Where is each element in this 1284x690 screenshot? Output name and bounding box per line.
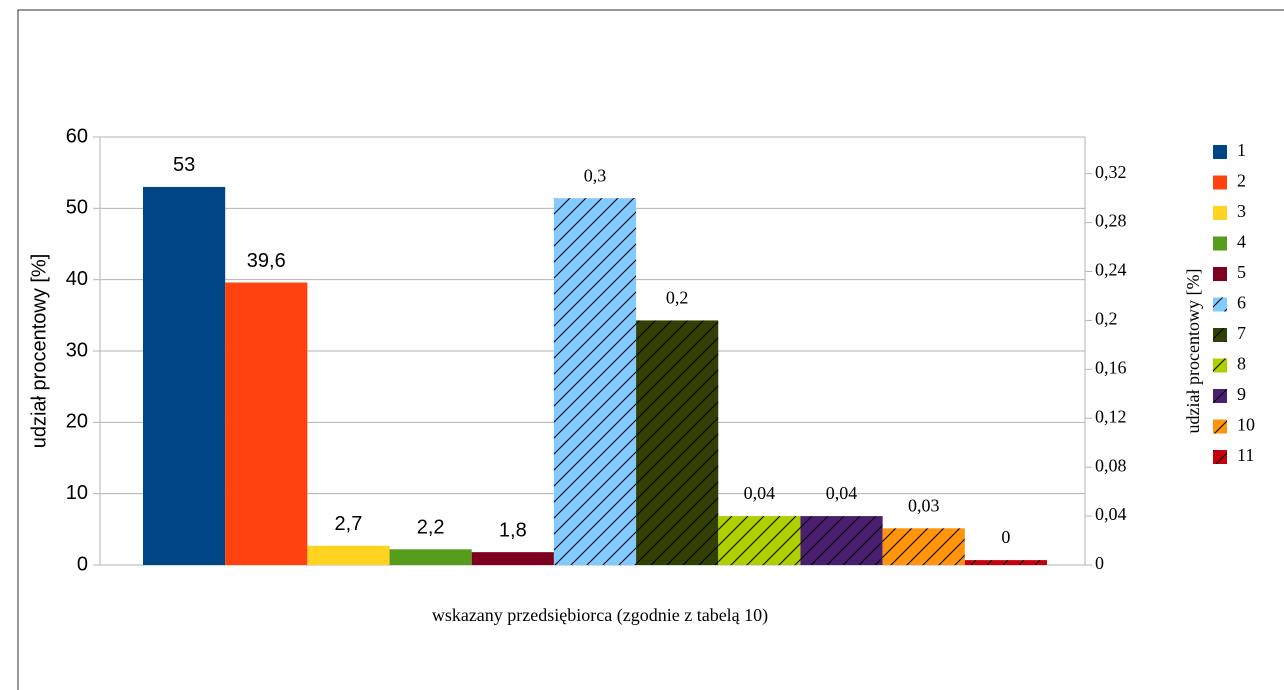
y-tick-label: 50 <box>66 197 88 219</box>
legend-swatch <box>1213 236 1227 251</box>
y-tick-label: 10 <box>66 482 88 504</box>
legend-label: 7 <box>1237 323 1246 343</box>
legend-swatch <box>1213 328 1227 342</box>
bar <box>964 560 1047 565</box>
legend-label: 3 <box>1237 201 1246 221</box>
x-axis-title: wskazany przedsiębiorca (zgodnie z tabel… <box>432 605 768 626</box>
legend-label: 1 <box>1237 140 1246 160</box>
y-tick-label: 40 <box>66 268 88 290</box>
legend-label: 5 <box>1237 262 1246 282</box>
y-tick-label: 30 <box>66 339 88 361</box>
y-tick-label: 0 <box>77 553 88 575</box>
y2-tick-label: 0,24 <box>1095 260 1127 280</box>
legend-swatch <box>1213 175 1227 190</box>
bar <box>553 198 637 565</box>
data-label: 0,04 <box>744 483 776 503</box>
bar <box>307 545 390 565</box>
legend-label: 6 <box>1237 293 1246 313</box>
legend-label: 9 <box>1237 384 1246 404</box>
bar <box>636 320 719 565</box>
data-label: 2,2 <box>417 517 445 539</box>
legend-label: 8 <box>1237 354 1246 374</box>
data-label: 53 <box>173 154 195 176</box>
data-label: 1,8 <box>499 519 527 541</box>
legend-label: 2 <box>1237 171 1246 191</box>
legend-swatch <box>1213 145 1227 159</box>
data-label: 0,03 <box>908 495 940 515</box>
data-label: 0,3 <box>584 165 607 185</box>
legend-swatch <box>1213 297 1227 312</box>
data-label: 2,7 <box>335 513 363 535</box>
bar <box>143 186 226 565</box>
legend-swatch <box>1213 206 1227 220</box>
legend-swatch <box>1213 267 1227 281</box>
y2-tick-label: 0,28 <box>1095 211 1127 231</box>
bar <box>389 549 472 565</box>
y2-tick-label: 0,2 <box>1095 309 1118 329</box>
data-label: 0,2 <box>666 288 689 308</box>
bar <box>225 282 308 565</box>
y2-axis-title: udział procentowy [%] <box>1183 269 1203 434</box>
legend-swatch <box>1213 358 1227 373</box>
y2-tick-label: 0,16 <box>1095 357 1127 377</box>
bar <box>471 552 554 565</box>
data-label: 0,04 <box>826 483 858 503</box>
y-axis-title: udział procentowy [%] <box>28 254 50 449</box>
bar <box>718 516 801 565</box>
legend-swatch <box>1213 419 1227 434</box>
legend-swatch <box>1213 389 1227 403</box>
data-label: 0 <box>1001 527 1010 547</box>
legend-label: 11 <box>1237 445 1254 465</box>
y2-tick-label: 0 <box>1095 553 1104 573</box>
y-tick-label: 20 <box>66 411 88 433</box>
bar <box>882 528 965 565</box>
legend-label: 10 <box>1237 415 1255 435</box>
y2-tick-label: 0,12 <box>1095 406 1127 426</box>
data-label: 39,6 <box>247 250 286 272</box>
y2-tick-label: 0,32 <box>1095 162 1127 182</box>
y-tick-label: 60 <box>66 125 88 147</box>
legend-swatch <box>1213 450 1227 464</box>
bar <box>800 516 883 565</box>
legend-label: 4 <box>1237 232 1246 252</box>
y2-tick-label: 0,04 <box>1095 504 1127 524</box>
y2-tick-label: 0,08 <box>1095 455 1127 475</box>
